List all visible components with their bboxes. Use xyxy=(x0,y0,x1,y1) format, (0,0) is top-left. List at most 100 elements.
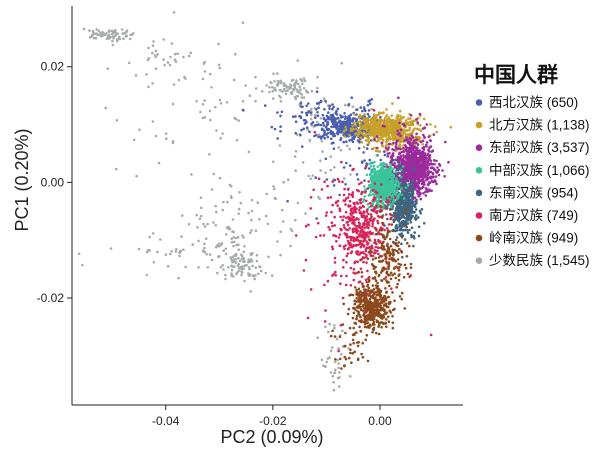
data-point xyxy=(380,325,383,329)
data-point xyxy=(271,86,274,89)
data-point xyxy=(366,359,370,363)
data-point xyxy=(285,84,288,88)
data-point xyxy=(415,171,419,174)
data-point xyxy=(176,52,179,55)
data-point xyxy=(244,84,247,87)
data-point xyxy=(159,238,162,241)
x-axis-ticks: -0.04 -0.02 0.00 xyxy=(152,405,392,428)
data-point xyxy=(293,84,296,88)
data-point xyxy=(225,101,229,104)
data-point xyxy=(352,227,355,230)
data-point xyxy=(317,133,321,136)
data-point xyxy=(419,172,422,176)
data-point xyxy=(210,258,214,262)
data-point xyxy=(333,335,337,338)
data-point xyxy=(338,335,342,339)
data-point xyxy=(293,82,297,85)
data-point xyxy=(385,114,388,118)
data-point xyxy=(392,168,395,171)
data-point xyxy=(351,352,355,355)
data-point xyxy=(371,296,375,300)
legend-marker xyxy=(475,167,483,174)
data-point xyxy=(408,198,411,201)
data-point xyxy=(385,227,389,230)
data-point xyxy=(387,137,391,141)
data-point xyxy=(418,175,421,179)
data-point xyxy=(356,309,359,313)
data-point xyxy=(214,106,217,109)
data-point xyxy=(396,161,400,164)
data-point xyxy=(327,111,330,114)
data-point xyxy=(434,175,438,178)
data-point xyxy=(392,253,395,257)
data-point xyxy=(344,115,347,118)
data-point xyxy=(346,223,350,227)
data-point xyxy=(371,193,375,196)
data-point xyxy=(240,273,243,277)
data-point xyxy=(333,124,337,128)
data-point xyxy=(396,218,400,222)
data-point xyxy=(371,188,375,192)
y-axis-ticks: 0.020.00-0.02 xyxy=(37,60,72,305)
data-point xyxy=(344,357,348,361)
data-point xyxy=(384,297,388,300)
data-point xyxy=(400,297,404,301)
data-point xyxy=(343,117,347,121)
data-point xyxy=(401,182,405,186)
data-point xyxy=(427,158,431,161)
data-point xyxy=(351,338,355,342)
data-point xyxy=(242,260,245,264)
data-point xyxy=(347,356,351,360)
data-point xyxy=(408,129,411,132)
data-point xyxy=(360,271,364,274)
data-point xyxy=(435,170,438,173)
data-point xyxy=(364,166,367,170)
data-point xyxy=(390,195,394,199)
data-point xyxy=(313,116,317,119)
data-point xyxy=(331,245,334,249)
data-point xyxy=(433,163,436,166)
data-point xyxy=(338,233,342,236)
data-point xyxy=(369,202,372,205)
data-point xyxy=(413,188,417,191)
data-point xyxy=(232,244,235,248)
data-point xyxy=(342,199,346,202)
data-point xyxy=(411,176,415,180)
data-point xyxy=(355,231,359,235)
data-point xyxy=(398,152,402,155)
data-point xyxy=(422,168,425,172)
data-point xyxy=(365,117,369,120)
data-point xyxy=(373,134,377,137)
data-point xyxy=(196,226,199,229)
legend: 中国人群 西北汉族 (650)北方汉族 (1,138)东部汉族 (3,537)中… xyxy=(474,62,590,269)
data-point xyxy=(172,11,176,14)
data-point xyxy=(376,246,380,249)
data-point xyxy=(99,33,102,37)
data-point xyxy=(361,282,364,286)
data-point xyxy=(435,182,438,186)
data-point xyxy=(316,111,319,114)
data-point xyxy=(323,130,327,134)
data-point xyxy=(406,152,410,156)
data-point xyxy=(357,116,361,120)
data-point xyxy=(344,283,348,287)
data-point xyxy=(344,244,347,247)
data-point xyxy=(137,247,141,251)
data-point xyxy=(386,233,389,236)
data-point xyxy=(122,37,125,40)
data-point xyxy=(362,245,366,248)
data-point xyxy=(106,67,109,70)
data-point xyxy=(398,192,401,196)
data-point xyxy=(296,59,300,62)
data-point xyxy=(336,358,339,362)
data-point xyxy=(387,171,390,174)
data-point xyxy=(377,183,381,186)
data-point xyxy=(411,204,414,207)
data-point xyxy=(447,160,450,164)
data-point xyxy=(402,224,406,228)
data-point xyxy=(331,329,334,333)
data-point xyxy=(322,97,326,100)
data-point xyxy=(405,254,409,258)
data-point xyxy=(328,107,331,110)
legend-entry-name: 东部汉族 xyxy=(489,140,543,156)
